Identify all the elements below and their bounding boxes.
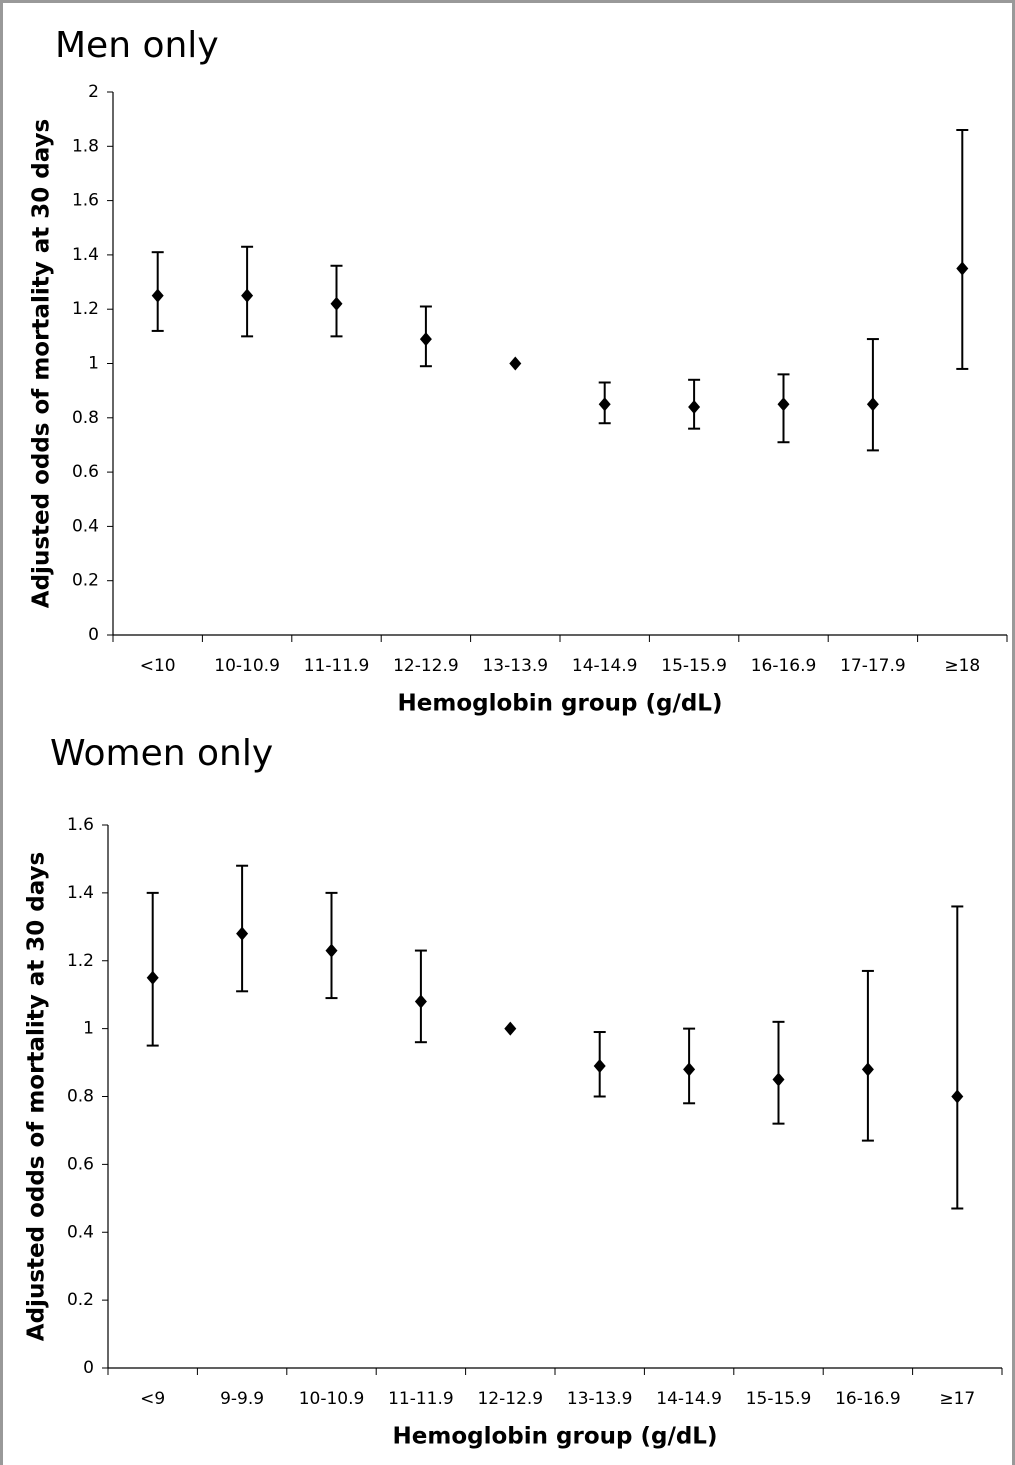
point (861, 1062, 874, 1077)
y-tick-label: 1.6 (72, 191, 99, 211)
y-tick-label: 1.4 (72, 245, 99, 265)
point (419, 332, 432, 347)
point (956, 261, 969, 276)
point (772, 1072, 785, 1087)
x-tick-label: 14-14.9 (572, 656, 638, 676)
x-tick-label: ≥18 (944, 656, 980, 676)
y-tick-label: 0.2 (72, 571, 99, 591)
point (866, 397, 879, 412)
chart-title: Men only (55, 25, 219, 66)
point (236, 926, 249, 941)
y-tick-label: 0 (83, 1358, 94, 1378)
y-tick-label: 1 (88, 354, 99, 374)
y-tick-label: 2 (88, 82, 99, 102)
point (330, 296, 343, 311)
y-tick-label: 1.2 (72, 299, 99, 319)
point (509, 356, 522, 371)
point (598, 397, 611, 412)
point (151, 288, 164, 303)
chart-title: Women only (50, 733, 273, 774)
x-tick-label: <9 (140, 1389, 165, 1409)
point (777, 397, 790, 412)
point (951, 1089, 964, 1104)
x-tick-label: 16-16.9 (835, 1389, 901, 1409)
x-tick-label: 13-13.9 (482, 656, 548, 676)
y-tick-label: 0 (88, 625, 99, 645)
x-tick-label: 16-16.9 (751, 656, 817, 676)
x-tick-label: 9-9.9 (220, 1389, 264, 1409)
x-tick-label: ≥17 (939, 1389, 975, 1409)
x-tick-label: 10-10.9 (214, 656, 280, 676)
error-bar (146, 891, 159, 1047)
y-tick-label: 1.4 (67, 883, 94, 903)
x-tick-label: 11-11.9 (388, 1389, 454, 1409)
y-tick-label: 1.6 (67, 815, 94, 835)
x-tick-label: 14-14.9 (656, 1389, 722, 1409)
y-tick-label: 1.2 (67, 951, 94, 971)
point (325, 943, 338, 958)
y-axis-label: Adjusted odds of mortality at 30 days (29, 119, 55, 608)
x-tick-label: <10 (140, 656, 176, 676)
point (593, 1058, 606, 1073)
y-axis-label: Adjusted odds of mortality at 30 days (24, 852, 50, 1341)
x-tick-label: 12-12.9 (477, 1389, 543, 1409)
y-tick-label: 1 (83, 1019, 94, 1039)
x-axis-label: Hemoglobin group (g/dL) (393, 1424, 718, 1450)
y-tick-label: 0.4 (72, 516, 99, 536)
x-tick-label: 15-15.9 (746, 1389, 812, 1409)
point (504, 1021, 517, 1036)
y-tick-label: 0.4 (67, 1222, 94, 1242)
y-tick-label: 0.6 (67, 1154, 94, 1174)
x-axis-label: Hemoglobin group (g/dL) (398, 691, 723, 717)
y-tick-label: 0.8 (72, 408, 99, 428)
error-bar (956, 129, 969, 370)
y-tick-label: 0.2 (67, 1290, 94, 1310)
x-tick-label: 17-17.9 (840, 656, 906, 676)
point (241, 288, 254, 303)
x-tick-label: 12-12.9 (393, 656, 459, 676)
error-bar (951, 905, 964, 1210)
x-tick-label: 10-10.9 (299, 1389, 365, 1409)
point (414, 994, 427, 1009)
point (683, 1062, 696, 1077)
point (688, 399, 701, 414)
x-tick-label: 15-15.9 (661, 656, 727, 676)
y-tick-label: 0.6 (72, 462, 99, 482)
error-bar (861, 969, 874, 1142)
x-tick-label: 11-11.9 (304, 656, 370, 676)
point (146, 970, 159, 985)
x-tick-label: 13-13.9 (567, 1389, 633, 1409)
y-tick-label: 0.8 (67, 1087, 94, 1107)
y-tick-label: 1.8 (72, 136, 99, 156)
error-bar (866, 338, 879, 452)
